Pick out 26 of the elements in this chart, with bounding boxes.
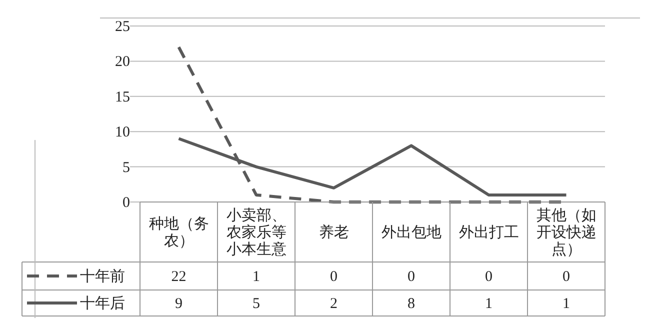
data-label: 9 — [175, 296, 182, 312]
data-label: 22 — [171, 269, 186, 285]
x-tick-label: 外出包地 — [381, 224, 442, 241]
data-label: 2 — [330, 296, 338, 312]
y-tick-label: 15 — [115, 89, 130, 106]
legend-label: 十年后 — [80, 295, 125, 312]
x-tick-label: 养老 — [318, 224, 349, 241]
data-label: 0 — [562, 269, 570, 285]
data-label: 8 — [408, 296, 415, 312]
y-tick-label: 0 — [122, 195, 130, 211]
data-label: 1 — [252, 269, 260, 285]
y-tick-label: 25 — [115, 19, 130, 35]
x-tick-label: 小卖部、农家乐等小本生意 — [226, 207, 286, 258]
data-label: 0 — [330, 269, 338, 285]
x-tick-label: 其他（如开设快递点） — [536, 207, 596, 258]
data-label: 0 — [485, 269, 492, 285]
legend-label: 十年前 — [80, 268, 125, 285]
x-tick-label: 外出打工 — [458, 224, 519, 241]
data-label: 1 — [485, 296, 492, 312]
y-tick-label: 10 — [115, 124, 130, 141]
data-label: 0 — [408, 269, 415, 285]
data-label: 1 — [562, 296, 570, 312]
data-label: 5 — [252, 296, 260, 312]
y-tick-label: 20 — [115, 54, 130, 70]
x-tick-label: 种地（务农） — [148, 216, 209, 250]
y-tick-label: 5 — [122, 160, 130, 176]
